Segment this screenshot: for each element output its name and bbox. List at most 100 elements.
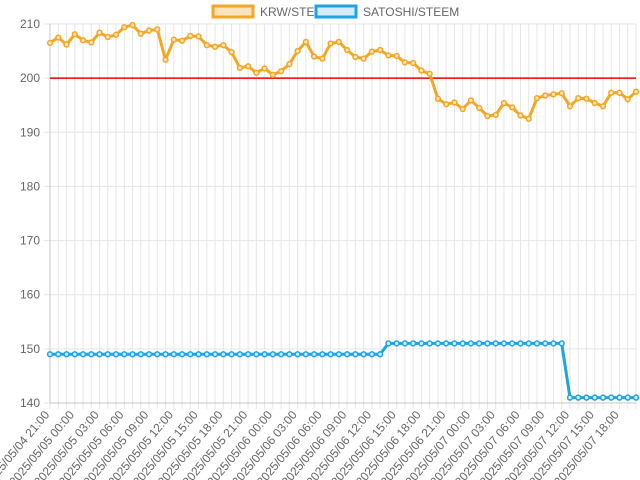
data-point-satoshi-steem[interactable] [104,351,111,358]
data-point-satoshi-steem[interactable] [88,351,95,358]
data-point-satoshi-steem[interactable] [335,351,343,358]
data-point-satoshi-steem[interactable] [96,351,103,358]
data-point-satoshi-steem[interactable] [591,394,598,401]
data-point-krw-steem[interactable] [220,41,227,49]
data-point-krw-steem[interactable] [71,31,78,38]
data-point-krw-steem[interactable] [517,112,524,119]
data-point-satoshi-steem[interactable] [418,340,425,347]
data-point-krw-steem[interactable] [253,69,260,76]
data-point-krw-steem[interactable] [228,49,235,56]
data-point-krw-steem[interactable] [492,111,499,119]
data-point-satoshi-steem[interactable] [71,351,78,358]
data-point-krw-steem[interactable] [608,89,615,96]
data-point-satoshi-steem[interactable] [608,394,615,401]
data-point-krw-steem[interactable] [426,70,433,77]
data-point-krw-steem[interactable] [211,43,219,50]
data-point-krw-steem[interactable] [319,55,326,62]
data-point-satoshi-steem[interactable] [426,340,433,347]
data-point-satoshi-steem[interactable] [129,351,136,358]
data-point-krw-steem[interactable] [624,96,631,103]
data-point-krw-steem[interactable] [443,100,450,108]
data-point-satoshi-steem[interactable] [220,351,227,358]
data-point-krw-steem[interactable] [154,26,161,33]
data-point-krw-steem[interactable] [145,27,153,34]
data-point-satoshi-steem[interactable] [360,351,367,358]
data-point-krw-steem[interactable] [162,56,169,63]
data-point-satoshi-steem[interactable] [401,340,409,347]
data-point-krw-steem[interactable] [368,48,376,55]
data-point-krw-steem[interactable] [310,53,318,60]
data-point-satoshi-steem[interactable] [583,394,590,401]
data-point-satoshi-steem[interactable] [558,340,565,347]
data-point-krw-steem[interactable] [599,103,607,110]
data-point-krw-steem[interactable] [104,33,111,41]
data-point-satoshi-steem[interactable] [476,340,483,347]
data-point-krw-steem[interactable] [525,115,532,122]
data-point-satoshi-steem[interactable] [327,351,334,358]
data-point-krw-steem[interactable] [434,95,442,102]
data-point-krw-steem[interactable] [178,37,186,44]
data-point-krw-steem[interactable] [632,88,640,95]
data-point-satoshi-steem[interactable] [154,351,161,358]
data-point-krw-steem[interactable] [476,104,483,112]
data-point-satoshi-steem[interactable] [624,394,631,401]
data-point-satoshi-steem[interactable] [79,351,87,358]
data-point-satoshi-steem[interactable] [509,340,516,347]
data-point-krw-steem[interactable] [550,91,557,98]
data-point-satoshi-steem[interactable] [500,340,508,347]
data-point-krw-steem[interactable] [170,36,177,43]
data-point-satoshi-steem[interactable] [467,340,475,347]
data-point-satoshi-steem[interactable] [451,340,458,347]
data-point-satoshi-steem[interactable] [170,351,177,358]
data-point-satoshi-steem[interactable] [211,351,219,358]
data-point-krw-steem[interactable] [129,21,136,29]
data-point-krw-steem[interactable] [96,29,103,36]
data-point-krw-steem[interactable] [533,95,541,102]
data-point-krw-steem[interactable] [616,89,623,96]
data-point-satoshi-steem[interactable] [253,351,260,358]
data-point-satoshi-steem[interactable] [112,351,120,358]
data-point-krw-steem[interactable] [484,112,491,120]
data-point-satoshi-steem[interactable] [294,351,301,358]
data-point-satoshi-steem[interactable] [228,351,235,358]
data-point-krw-steem[interactable] [410,59,417,67]
data-point-satoshi-steem[interactable] [277,351,285,358]
data-point-satoshi-steem[interactable] [616,394,623,401]
data-point-satoshi-steem[interactable] [302,351,310,358]
data-point-krw-steem[interactable] [418,67,425,74]
data-point-krw-steem[interactable] [385,52,392,59]
data-point-satoshi-steem[interactable] [187,351,194,358]
data-point-krw-steem[interactable] [467,97,475,104]
data-point-satoshi-steem[interactable] [63,351,70,358]
data-point-krw-steem[interactable] [277,67,285,75]
data-point-krw-steem[interactable] [286,60,293,68]
data-point-krw-steem[interactable] [195,33,202,40]
data-point-krw-steem[interactable] [302,38,310,46]
data-point-satoshi-steem[interactable] [632,394,640,401]
data-point-krw-steem[interactable] [79,37,87,44]
data-point-satoshi-steem[interactable] [550,340,557,347]
data-point-satoshi-steem[interactable] [525,340,532,347]
data-point-satoshi-steem[interactable] [410,340,417,347]
data-point-krw-steem[interactable] [393,52,400,60]
data-point-satoshi-steem[interactable] [352,351,359,358]
data-point-satoshi-steem[interactable] [443,340,450,347]
data-point-satoshi-steem[interactable] [575,394,582,401]
data-point-krw-steem[interactable] [459,105,466,113]
data-point-krw-steem[interactable] [88,39,95,46]
data-point-krw-steem[interactable] [137,30,144,37]
data-point-satoshi-steem[interactable] [343,351,351,358]
data-point-satoshi-steem[interactable] [145,351,153,358]
data-point-satoshi-steem[interactable] [492,340,499,347]
data-point-satoshi-steem[interactable] [203,351,210,358]
legend-item-satoshi-steem[interactable]: SATOSHI/STEEM [314,4,459,19]
data-point-krw-steem[interactable] [451,99,458,106]
data-point-satoshi-steem[interactable] [162,351,169,358]
data-point-satoshi-steem[interactable] [434,340,442,347]
data-point-satoshi-steem[interactable] [269,351,276,358]
data-point-krw-steem[interactable] [335,38,343,46]
data-point-satoshi-steem[interactable] [393,340,400,347]
data-point-satoshi-steem[interactable] [319,351,326,358]
data-point-krw-steem[interactable] [187,32,194,40]
data-point-krw-steem[interactable] [46,39,54,47]
